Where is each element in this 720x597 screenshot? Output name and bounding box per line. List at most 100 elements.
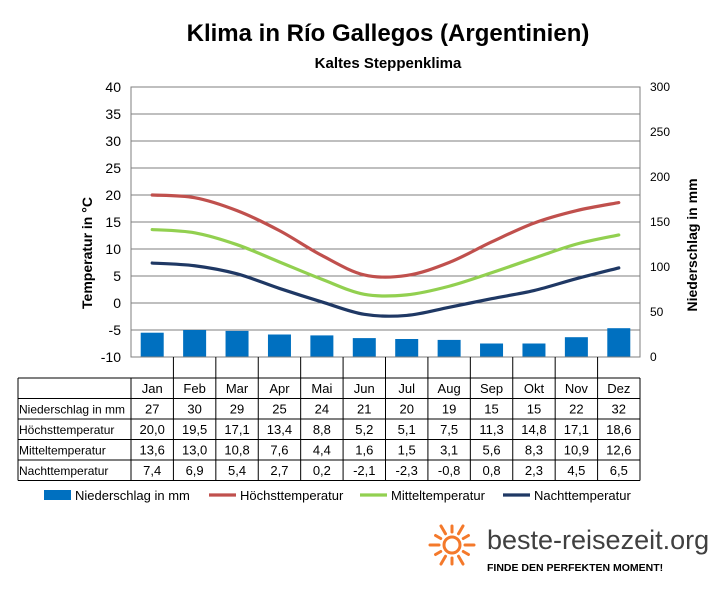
brand-tagline: FINDE DEN PERFEKTEN MOMENT! bbox=[487, 562, 663, 574]
table-cell: 7,6 bbox=[270, 443, 288, 458]
bar-niederschlag bbox=[267, 334, 291, 357]
table-row-header: Nachttemperatur bbox=[19, 464, 108, 478]
table-cell: 22 bbox=[569, 402, 583, 417]
y-tick-left: 40 bbox=[105, 79, 121, 95]
y-tick-left: 10 bbox=[105, 241, 121, 257]
table-row-header: Höchsttemperatur bbox=[19, 423, 114, 437]
y-tick-left: -10 bbox=[101, 349, 121, 365]
sun-ray bbox=[439, 524, 447, 536]
table-cell: 17,1 bbox=[224, 422, 249, 437]
month-label: Jul bbox=[398, 381, 415, 396]
y-tick-left: 15 bbox=[105, 214, 121, 230]
table-cell: 19 bbox=[442, 402, 456, 417]
sun-core bbox=[442, 535, 462, 555]
sun-icon bbox=[428, 524, 476, 566]
line-nachttemperatur bbox=[150, 261, 621, 318]
table-cell: 25 bbox=[272, 402, 286, 417]
brand-logo: beste-reisezeit.org FINDE DEN PERFEKTEN … bbox=[428, 524, 709, 574]
bar-niederschlag bbox=[480, 343, 504, 357]
bar-niederschlag bbox=[225, 330, 249, 357]
table-cell: 1,5 bbox=[398, 443, 416, 458]
month-label: Jan bbox=[142, 381, 163, 396]
table-cell: 8,3 bbox=[525, 443, 543, 458]
bar-niederschlag bbox=[564, 337, 588, 357]
y-tick-left: 35 bbox=[105, 106, 121, 122]
legend-label: Nachttemperatur bbox=[534, 488, 631, 503]
table-cell: 2,7 bbox=[270, 463, 288, 478]
legend: Niederschlag in mm Höchsttemperatur Mittel… bbox=[44, 488, 631, 503]
table-cell: 24 bbox=[315, 402, 329, 417]
month-label: Jun bbox=[354, 381, 375, 396]
table-cell: 4,4 bbox=[313, 443, 331, 458]
y-tick-right: 0 bbox=[650, 350, 657, 364]
table-row-header: Niederschlag in mm bbox=[19, 403, 125, 417]
table-cell: 30 bbox=[187, 402, 201, 417]
month-label: Aug bbox=[438, 381, 461, 396]
table-cell: 2,3 bbox=[525, 463, 543, 478]
bar-niederschlag bbox=[607, 328, 631, 357]
y-tick-left: 5 bbox=[113, 268, 121, 284]
table-cell: 13,0 bbox=[182, 443, 207, 458]
table-cell: -2,1 bbox=[353, 463, 375, 478]
table-cell: 13,6 bbox=[140, 443, 165, 458]
chart-title: Klima in Río Gallegos (Argentinien) bbox=[187, 20, 590, 47]
table-cell: -2,3 bbox=[396, 463, 418, 478]
month-label: Dez bbox=[607, 381, 630, 396]
table-cell: 8,8 bbox=[313, 422, 331, 437]
month-label: Mar bbox=[226, 381, 249, 396]
table-cell: 1,6 bbox=[355, 443, 373, 458]
precipitation-bars bbox=[140, 328, 631, 357]
month-label: Apr bbox=[269, 381, 290, 396]
table-cell: 4,5 bbox=[567, 463, 585, 478]
table-cell: -0,8 bbox=[438, 463, 460, 478]
legend-label: Mitteltemperatur bbox=[391, 488, 486, 503]
table-cell: 11,3 bbox=[479, 422, 503, 437]
bar-niederschlag bbox=[352, 338, 376, 357]
sun-ray bbox=[439, 554, 447, 566]
table-cell: 6,5 bbox=[610, 463, 628, 478]
table-cell: 19,5 bbox=[182, 422, 207, 437]
y-tick-right: 50 bbox=[650, 305, 664, 319]
y-tick-right: 150 bbox=[650, 215, 670, 229]
table-cell: 15 bbox=[527, 402, 541, 417]
sun-ray bbox=[434, 534, 443, 540]
y-tick-right: 300 bbox=[650, 80, 670, 94]
bar-niederschlag bbox=[310, 335, 334, 357]
table-cell: 27 bbox=[145, 402, 159, 417]
table-cell: 7,5 bbox=[440, 422, 458, 437]
y-tick-left: 25 bbox=[105, 160, 121, 176]
table-cell: 5,6 bbox=[483, 443, 501, 458]
table-cell: 21 bbox=[357, 402, 371, 417]
y-tick-right: 100 bbox=[650, 260, 670, 274]
table-cell: 32 bbox=[612, 402, 626, 417]
line-mitteltemperatur bbox=[150, 227, 621, 298]
bar-niederschlag bbox=[522, 343, 546, 357]
table-cell: 3,1 bbox=[440, 443, 458, 458]
table-cell: 15 bbox=[484, 402, 498, 417]
sun-ray bbox=[457, 524, 465, 536]
table-row-header: Mitteltemperatur bbox=[19, 444, 106, 458]
table-cell: 10,9 bbox=[564, 443, 589, 458]
y-tick-left: 30 bbox=[105, 133, 121, 149]
bar-niederschlag bbox=[183, 330, 207, 357]
bar-niederschlag bbox=[140, 332, 164, 357]
legend-label: Niederschlag in mm bbox=[75, 488, 190, 503]
table-cell: 20 bbox=[399, 402, 413, 417]
bar-niederschlag bbox=[395, 339, 419, 357]
table-cell: 13,4 bbox=[267, 422, 292, 437]
table-cell: 14,8 bbox=[521, 422, 546, 437]
chart-subtitle: Kaltes Steppenklima bbox=[315, 55, 462, 72]
legend-swatch-niederschlag bbox=[44, 490, 71, 500]
table-cell: 18,6 bbox=[606, 422, 631, 437]
table-cell: 17,1 bbox=[564, 422, 589, 437]
brand-name: beste-reisezeit.org bbox=[487, 525, 709, 555]
y-tick-left: -5 bbox=[109, 322, 122, 338]
sun-ray bbox=[457, 554, 465, 566]
legend-label: Höchsttemperatur bbox=[240, 488, 344, 503]
y-tick-right: 250 bbox=[650, 125, 670, 139]
y-axis-right-label: Niederschlag in mm bbox=[684, 178, 700, 311]
table-cell: 12,6 bbox=[606, 443, 631, 458]
y-tick-left: 0 bbox=[113, 295, 121, 311]
